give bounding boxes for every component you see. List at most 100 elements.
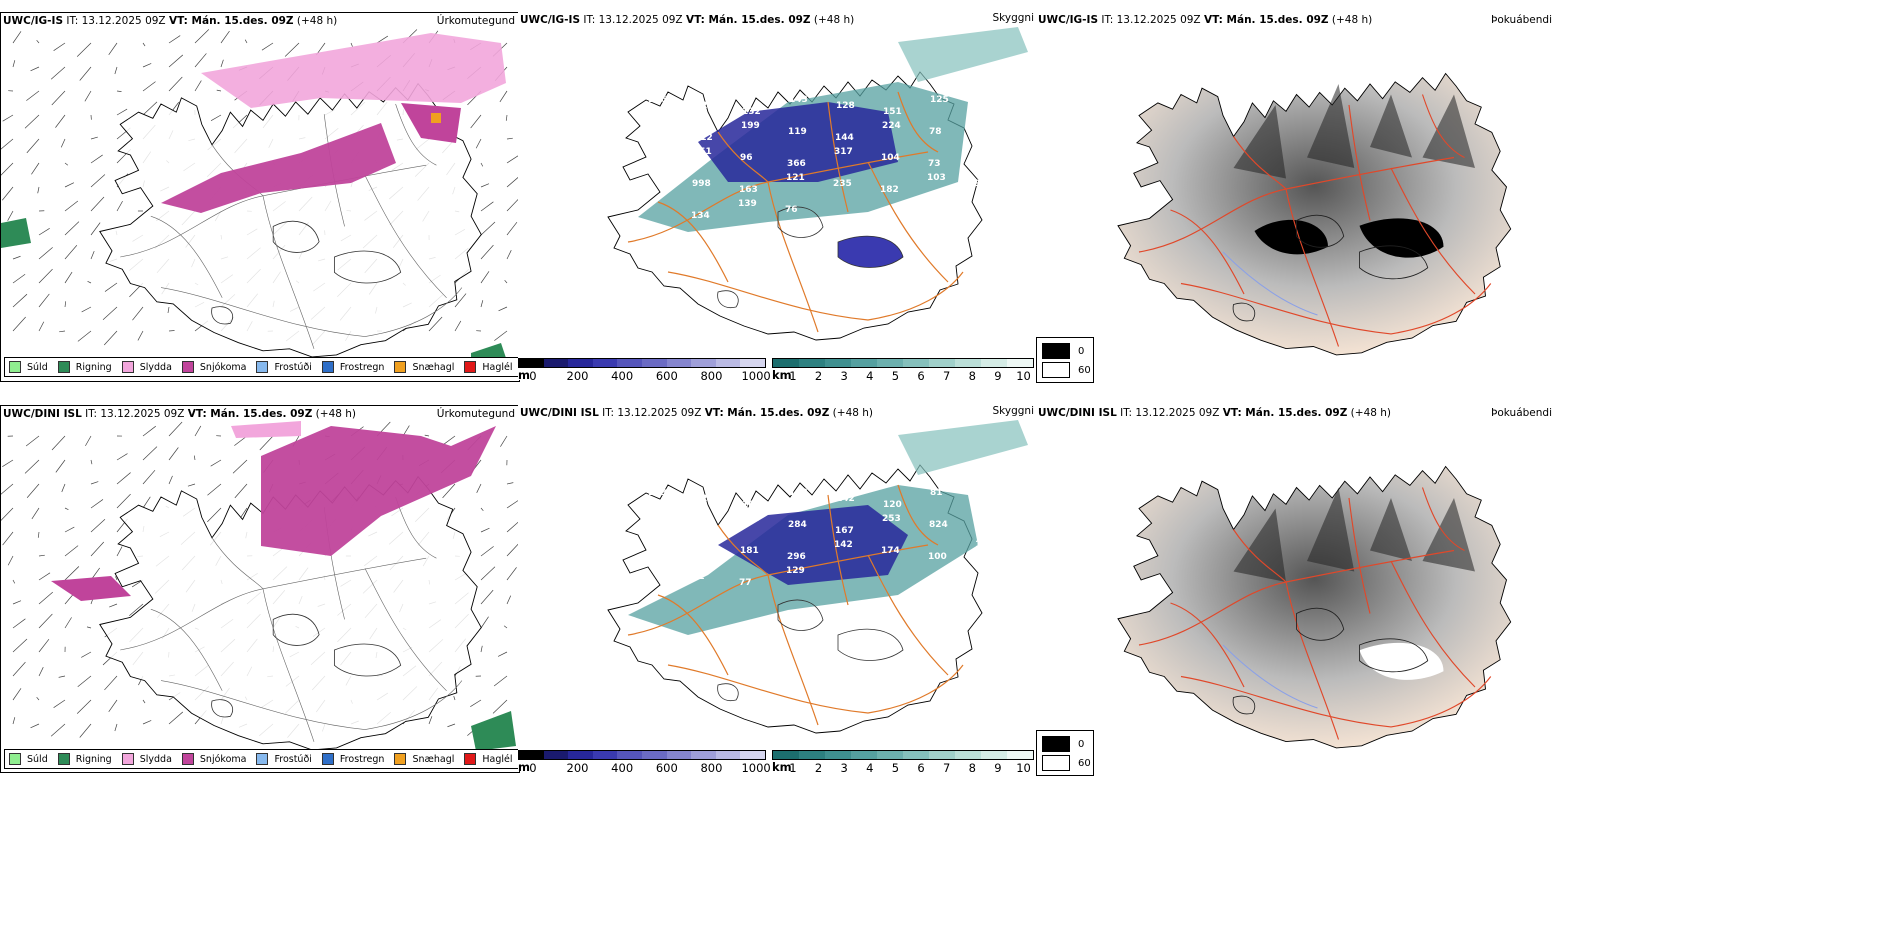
- wind-barb: [187, 483, 196, 487]
- legend-swatch: [57, 753, 70, 765]
- road-line: [211, 537, 264, 590]
- colorbar-step: [715, 359, 741, 367]
- glacier-outline: [272, 220, 320, 253]
- wind-barb: [1, 138, 14, 150]
- visibility-label: 151: [883, 107, 902, 117]
- colorbar-tick-label: 3: [840, 761, 848, 775]
- it-label: IT:: [583, 14, 596, 26]
- wind-barb: [132, 306, 144, 321]
- wind-barb: [480, 244, 494, 260]
- wind-barb: [31, 162, 40, 175]
- wind-barb: [38, 638, 50, 653]
- road-line: [1170, 209, 1245, 295]
- colorbar-step: [715, 751, 741, 759]
- colorbar-step: [851, 359, 877, 367]
- wind-barb: [12, 31, 22, 44]
- legend-label: Frostregn: [339, 753, 385, 765]
- wind-barb: [480, 183, 490, 188]
- wind-barb: [506, 155, 519, 164]
- colorbar-tick-label: 8: [968, 369, 976, 383]
- road-line: [1285, 188, 1340, 347]
- panel-header: UWC/IG-IS IT: 13.12.2025 09Z VT: Mán. 15…: [3, 15, 337, 27]
- model-label: UWC/DINI ISL: [520, 407, 599, 419]
- wind-barb: [7, 555, 14, 566]
- wind-barb: [90, 196, 105, 212]
- wind-barb: [81, 306, 92, 313]
- wind-barb: [90, 499, 104, 509]
- precip-legend: Súld Rigning Slydda Snjókoma Frostúði Frostre…: [4, 357, 528, 377]
- colorbar-step: [519, 751, 544, 759]
- road-line: [717, 524, 769, 576]
- wind-barb: [447, 723, 456, 728]
- road-line: [262, 195, 315, 349]
- road-line: [364, 175, 447, 299]
- wind-barb: [194, 80, 202, 92]
- wind-barb: [50, 723, 66, 737]
- wind-barb: [506, 500, 519, 509]
- road-line: [1348, 497, 1371, 614]
- visibility-label: 107: [694, 526, 713, 536]
- panel-title: Þokuábendi: [1491, 407, 1552, 419]
- legend-label: Frostúði: [274, 361, 312, 373]
- wind-barb: [1, 162, 14, 176]
- wind-barb: [59, 330, 66, 333]
- wind-barb: [109, 603, 118, 608]
- visibility-label: 341: [693, 540, 712, 550]
- fog-legend-swatch: [1042, 736, 1070, 752]
- wind-barb: [77, 330, 92, 342]
- visibility-label: 317: [834, 147, 853, 157]
- cloud-base-area: [718, 505, 908, 585]
- wind-barb: [50, 66, 66, 80]
- wind-barb: [210, 114, 222, 121]
- wind-barb: [90, 481, 99, 485]
- road-line: [160, 287, 463, 337]
- colorbar-ticks: 1 2 3 4 5 6 7 8 9 10: [772, 368, 1034, 383]
- visibility-label: 78: [929, 127, 942, 137]
- legend-item: Frostregn: [321, 753, 385, 765]
- fog-index-map: [1117, 465, 1512, 749]
- road-line: [262, 588, 315, 742]
- wind-barb: [480, 589, 494, 605]
- colorbar-step: [666, 359, 692, 367]
- river-line: [1222, 251, 1318, 316]
- vt-label: VT: Mán. 15.des. 09Z: [187, 408, 313, 420]
- colorbar-unit: km: [772, 760, 792, 774]
- legend-item: Haglél: [464, 753, 513, 765]
- wind-barb: [494, 330, 508, 341]
- colorbar-step: [799, 751, 825, 759]
- glacier-outline: [777, 206, 824, 238]
- visibility-label: 103: [927, 173, 946, 183]
- wind-barb: [244, 39, 248, 44]
- legend-swatch: [321, 753, 334, 765]
- colorbar-step: [981, 751, 1007, 759]
- wind-barb: [12, 293, 28, 308]
- glacier-outline: [837, 235, 904, 268]
- wind-barb: [90, 541, 105, 557]
- legend-label: Haglél: [482, 361, 513, 373]
- wind-barb: [506, 250, 512, 260]
- colorbar-tick-label: 600: [655, 761, 678, 775]
- legend-label: Rigning: [75, 753, 112, 765]
- glacier-outline: [1296, 607, 1345, 641]
- wind-barb: [104, 282, 118, 292]
- colorbar-step: [641, 359, 667, 367]
- colorbar-tick-label: 0: [529, 761, 537, 775]
- legend-swatch: [9, 361, 21, 373]
- colorbar-step: [666, 751, 692, 759]
- sleet-area: [201, 33, 506, 108]
- visibility-label: 77: [739, 578, 752, 588]
- fog-legend: 0 60: [1036, 337, 1094, 383]
- wind-barb: [232, 459, 248, 474]
- colorbar-ramp: [772, 358, 1034, 368]
- wind-barb: [61, 483, 66, 493]
- wind-barb: [142, 469, 156, 485]
- panel-title: Úrkomutegund: [436, 408, 515, 420]
- wind-barb: [12, 579, 16, 584]
- colorbar-step: [617, 751, 642, 759]
- glacier-outline: [333, 643, 402, 677]
- road-line: [1421, 487, 1465, 552]
- wind-barb: [142, 720, 152, 725]
- wind-barb: [102, 306, 118, 320]
- wind-barb: [1, 507, 14, 521]
- wind-barb: [116, 453, 128, 461]
